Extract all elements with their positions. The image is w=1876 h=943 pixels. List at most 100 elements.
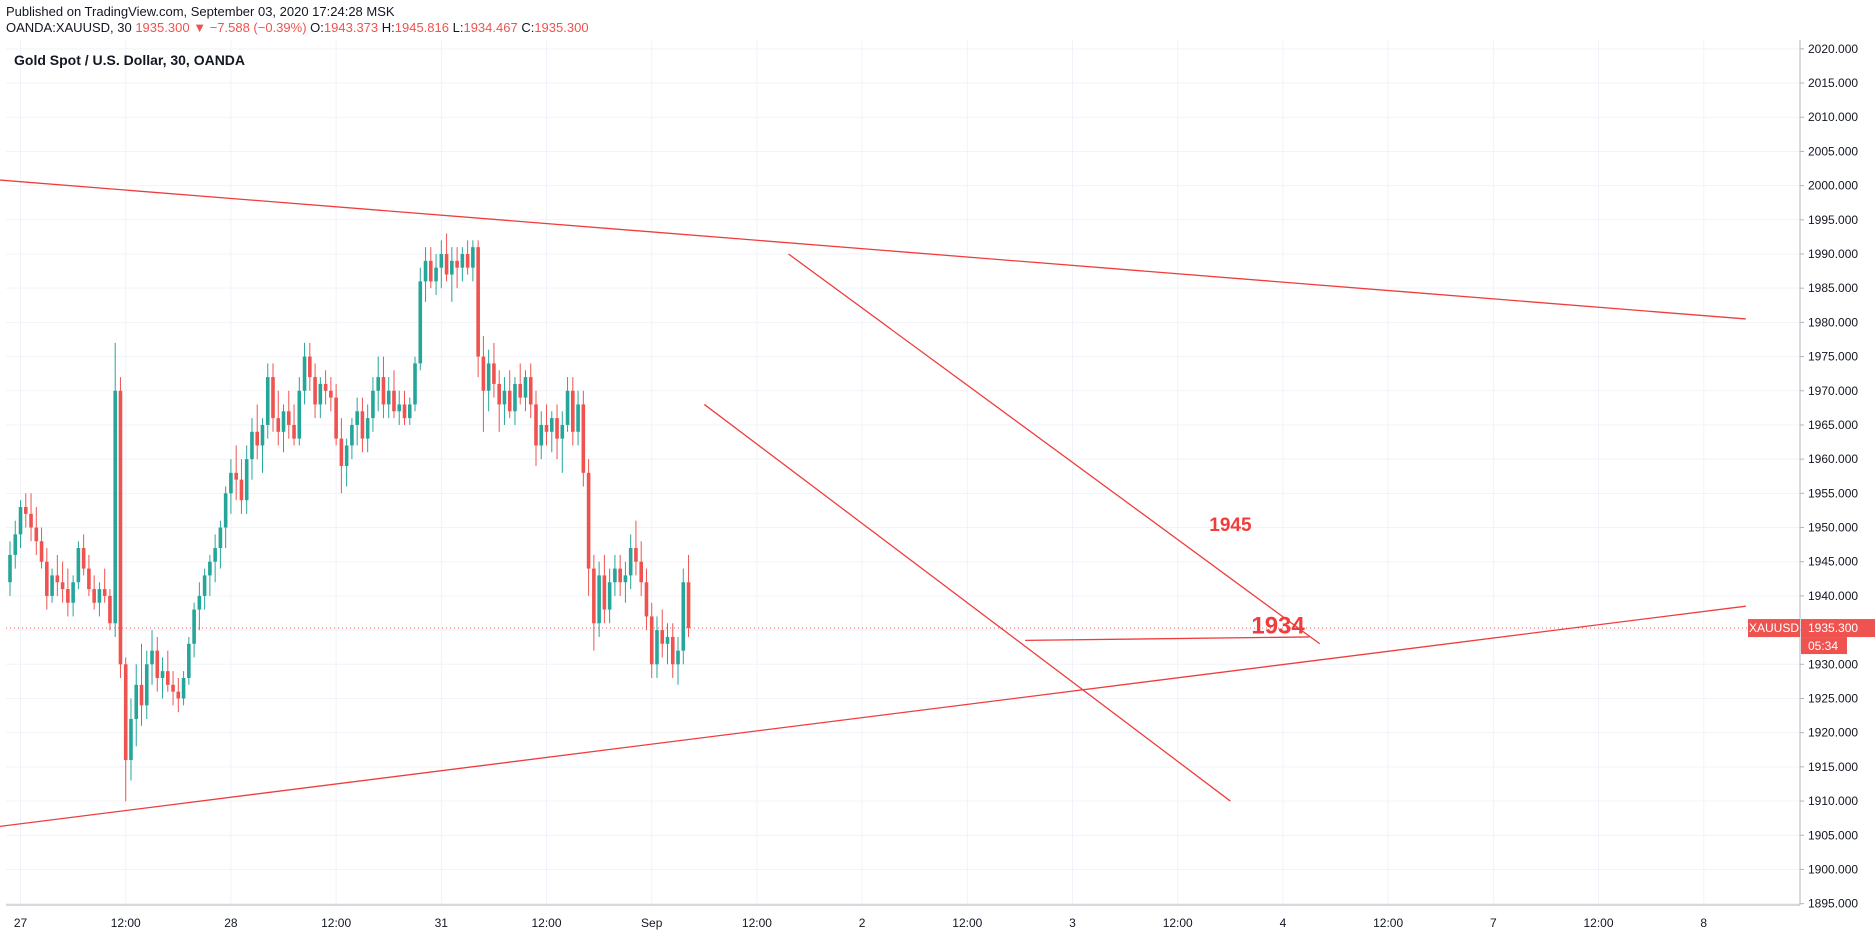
candle-body (229, 472, 233, 494)
candle-body (639, 561, 643, 583)
candle-body (8, 554, 12, 583)
candle-body (360, 411, 365, 439)
candle-body (166, 671, 170, 685)
trendline-channel-lower (703, 403, 1231, 802)
candle-body (586, 472, 591, 569)
candle-body (507, 390, 512, 412)
close-value: 1935.300 (534, 20, 589, 35)
y-tick-label: 1900.000 (1808, 862, 1858, 876)
candle-body (623, 575, 628, 583)
candle-body (455, 260, 459, 268)
x-tick-label: Sep (641, 916, 663, 930)
candle-body (181, 677, 186, 699)
trendlines[interactable] (0, 179, 1746, 829)
candle-body (465, 253, 470, 268)
symbol-tag-label: XAUUSD (1749, 621, 1799, 635)
candle-body (418, 281, 423, 364)
candle-body (571, 390, 575, 432)
candle-body (597, 575, 601, 624)
published-banner: Published on TradingView.com, September … (6, 4, 395, 19)
candle-body (423, 260, 428, 282)
x-tick-label: 12:00 (1163, 916, 1193, 930)
countdown-tag (1801, 637, 1847, 655)
candle-body (555, 418, 559, 439)
y-tick-label: 1980.000 (1808, 315, 1858, 329)
candle-body (129, 719, 133, 761)
candle-body (439, 253, 444, 268)
candle-body (628, 548, 633, 576)
x-tick-label: 3 (1069, 916, 1076, 930)
candle-body (139, 684, 144, 706)
candles (8, 233, 691, 802)
candle-body (686, 582, 691, 629)
candle-body (39, 541, 44, 562)
annotation-1945: 1945 (1209, 515, 1252, 536)
candle-body (407, 404, 412, 419)
y-tick-label: 1925.000 (1808, 691, 1858, 705)
x-tick-label: 12:00 (532, 916, 562, 930)
candle-body (171, 684, 175, 692)
candle-body (144, 664, 149, 706)
candle-body (23, 507, 28, 514)
candle-body (660, 630, 665, 644)
candle-body (55, 575, 60, 583)
candle-body (260, 424, 265, 446)
candle-body (276, 418, 281, 432)
candle-body (444, 253, 449, 275)
candle-body (271, 377, 275, 419)
candle-body (239, 479, 244, 501)
candle-body (329, 390, 333, 398)
symbol-price-tag (1748, 619, 1800, 638)
y-tick-label: 1945.000 (1808, 555, 1858, 569)
candle-body (323, 383, 328, 391)
candle-body (592, 568, 596, 624)
candle-body (502, 390, 507, 405)
candle-body (97, 589, 102, 603)
candle-body (71, 582, 75, 603)
candle-body (481, 356, 486, 391)
candle-body (392, 390, 396, 412)
candle-body (313, 377, 317, 405)
y-tick-label: 1895.000 (1808, 897, 1858, 911)
candle-body (202, 575, 207, 596)
y-tick-label: 1965.000 (1808, 418, 1858, 432)
y-tick-label: 1940.000 (1808, 589, 1858, 603)
candle-body (565, 390, 570, 425)
candle-body (434, 267, 438, 282)
candle-body (334, 397, 338, 439)
y-tick-label: 1930.000 (1808, 657, 1858, 671)
candle-body (518, 383, 523, 398)
candle-body (486, 363, 491, 391)
candle-body (234, 472, 238, 480)
candle-body (681, 582, 686, 651)
y-tick-label: 1920.000 (1808, 726, 1858, 740)
candle-body (376, 377, 380, 391)
candle-body (670, 636, 675, 665)
candle-body (386, 390, 391, 405)
last-price-tag-label: 1935.300 (1808, 621, 1858, 635)
candle-body (371, 390, 375, 419)
y-tick-label: 2010.000 (1808, 110, 1858, 124)
candle-body (649, 616, 654, 665)
candle-body (187, 643, 191, 678)
axes: 1895.000 1900.000 1905.000 1910.000 1915.000… (6, 40, 1876, 943)
axis-corner (1801, 906, 1876, 943)
candle-body (281, 411, 286, 432)
candle-body (576, 404, 580, 432)
y-tick-label: 1990.000 (1808, 247, 1858, 261)
candle-body (118, 390, 123, 665)
trendline-channel-upper (788, 253, 1321, 645)
candle-body (265, 377, 270, 425)
last-price-tag (1801, 619, 1875, 638)
candle-body (13, 534, 18, 555)
candle-body (160, 671, 165, 678)
candle-body (497, 383, 501, 405)
candle-body (476, 247, 480, 357)
candle-body (344, 445, 349, 466)
down-arrow-icon: ▼ (193, 20, 207, 35)
last-price: 1935.300 (135, 20, 190, 35)
candle-body (634, 548, 638, 562)
open-value: 1943.373 (323, 20, 379, 35)
y-tick-label: 1955.000 (1808, 486, 1858, 500)
